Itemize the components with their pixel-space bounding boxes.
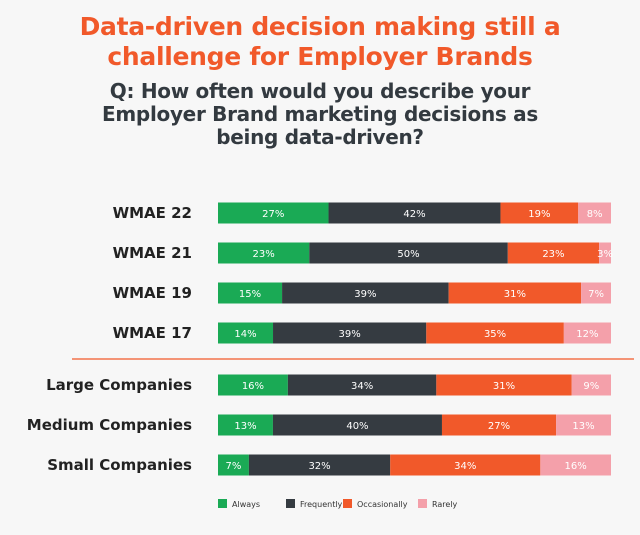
data-label-wmae-19-rarely: 7% xyxy=(588,289,604,300)
data-label-wmae-17-occasionally: 35% xyxy=(484,329,506,340)
legend-label-always: Always xyxy=(232,500,260,509)
data-label-wmae-22-occasionally: 19% xyxy=(528,209,550,220)
bar-wmae-22-rarely xyxy=(578,202,611,224)
data-label-medium-companies-occasionally: 27% xyxy=(488,421,510,432)
bar-wmae-17-rarely xyxy=(563,322,611,344)
category-label-large-companies: Large Companies xyxy=(46,376,192,394)
data-label-small-companies-occasionally: 34% xyxy=(454,461,476,472)
data-label-wmae-17-always: 14% xyxy=(234,329,256,340)
category-label-wmae-17: WMAE 17 xyxy=(113,324,192,342)
data-label-wmae-19-occasionally: 31% xyxy=(504,289,526,300)
category-label-wmae-19: WMAE 19 xyxy=(113,284,192,302)
legend-label-occasionally: Occasionally xyxy=(357,500,408,509)
bar-medium-companies-rarely xyxy=(556,414,611,436)
category-label-wmae-21: WMAE 21 xyxy=(113,244,192,262)
bar-small-companies-rarely xyxy=(540,454,611,476)
category-label-wmae-22: WMAE 22 xyxy=(113,204,192,222)
data-label-medium-companies-rarely: 13% xyxy=(572,421,594,432)
bar-wmae-19-rarely xyxy=(581,282,611,304)
legend-label-rarely: Rarely xyxy=(432,500,458,509)
bar-large-companies-frequently xyxy=(287,374,437,396)
bar-small-companies-occasionally xyxy=(390,454,541,476)
bar-wmae-19-occasionally xyxy=(448,282,582,304)
data-label-wmae-19-always: 15% xyxy=(239,289,261,300)
data-label-wmae-19-frequently: 39% xyxy=(354,289,376,300)
bar-medium-companies-always xyxy=(218,414,273,436)
bar-large-companies-rarely xyxy=(571,374,611,396)
bar-wmae-17-occasionally xyxy=(426,322,564,344)
data-label-medium-companies-frequently: 40% xyxy=(346,421,368,432)
data-label-large-companies-occasionally: 31% xyxy=(493,381,515,392)
data-label-wmae-22-rarely: 8% xyxy=(587,209,603,220)
bar-small-companies-always xyxy=(218,454,249,476)
data-label-small-companies-frequently: 32% xyxy=(308,461,330,472)
bar-wmae-21-always xyxy=(218,242,310,264)
data-label-large-companies-always: 16% xyxy=(242,381,264,392)
bar-wmae-22-occasionally xyxy=(500,202,579,224)
bar-medium-companies-occasionally xyxy=(441,414,557,436)
data-label-wmae-21-frequently: 50% xyxy=(397,249,419,260)
bar-small-companies-frequently xyxy=(248,454,391,476)
data-label-wmae-17-rarely: 12% xyxy=(576,329,598,340)
category-label-small-companies: Small Companies xyxy=(47,456,192,474)
data-label-medium-companies-always: 13% xyxy=(234,421,256,432)
bar-wmae-17-frequently xyxy=(273,322,427,344)
data-label-large-companies-rarely: 9% xyxy=(583,381,599,392)
data-label-wmae-21-rarely: 3% xyxy=(597,249,613,260)
chart-title: Data-driven decision making still a chall… xyxy=(79,12,561,71)
legend-swatch-occasionally xyxy=(343,499,352,508)
bar-wmae-21-frequently xyxy=(309,242,508,264)
bar-medium-companies-frequently xyxy=(272,414,442,436)
bar-wmae-19-always xyxy=(218,282,283,304)
bar-wmae-22-always xyxy=(218,202,329,224)
data-label-wmae-22-always: 27% xyxy=(262,209,284,220)
data-label-wmae-21-always: 23% xyxy=(253,249,275,260)
bar-wmae-17-always xyxy=(218,322,274,344)
data-label-small-companies-rarely: 16% xyxy=(565,461,587,472)
data-label-wmae-21-occasionally: 23% xyxy=(542,249,564,260)
bar-wmae-21-rarely xyxy=(599,242,611,264)
data-label-small-companies-always: 7% xyxy=(226,461,242,472)
data-label-wmae-22-frequently: 42% xyxy=(403,209,425,220)
legend-swatch-frequently xyxy=(286,499,295,508)
category-label-medium-companies: Medium Companies xyxy=(27,416,192,434)
chart-subtitle: Q: How often would you describe your Empl… xyxy=(102,79,538,149)
bar-large-companies-always xyxy=(218,374,288,396)
data-label-large-companies-frequently: 34% xyxy=(351,381,373,392)
legend-label-frequently: Frequently xyxy=(300,500,343,509)
bar-wmae-22-frequently xyxy=(328,202,501,224)
legend-swatch-rarely xyxy=(418,499,427,508)
legend-swatch-always xyxy=(218,499,227,508)
bar-wmae-21-occasionally xyxy=(507,242,600,264)
data-label-wmae-17-frequently: 39% xyxy=(339,329,361,340)
bar-wmae-19-frequently xyxy=(282,282,449,304)
bar-large-companies-occasionally xyxy=(436,374,572,396)
